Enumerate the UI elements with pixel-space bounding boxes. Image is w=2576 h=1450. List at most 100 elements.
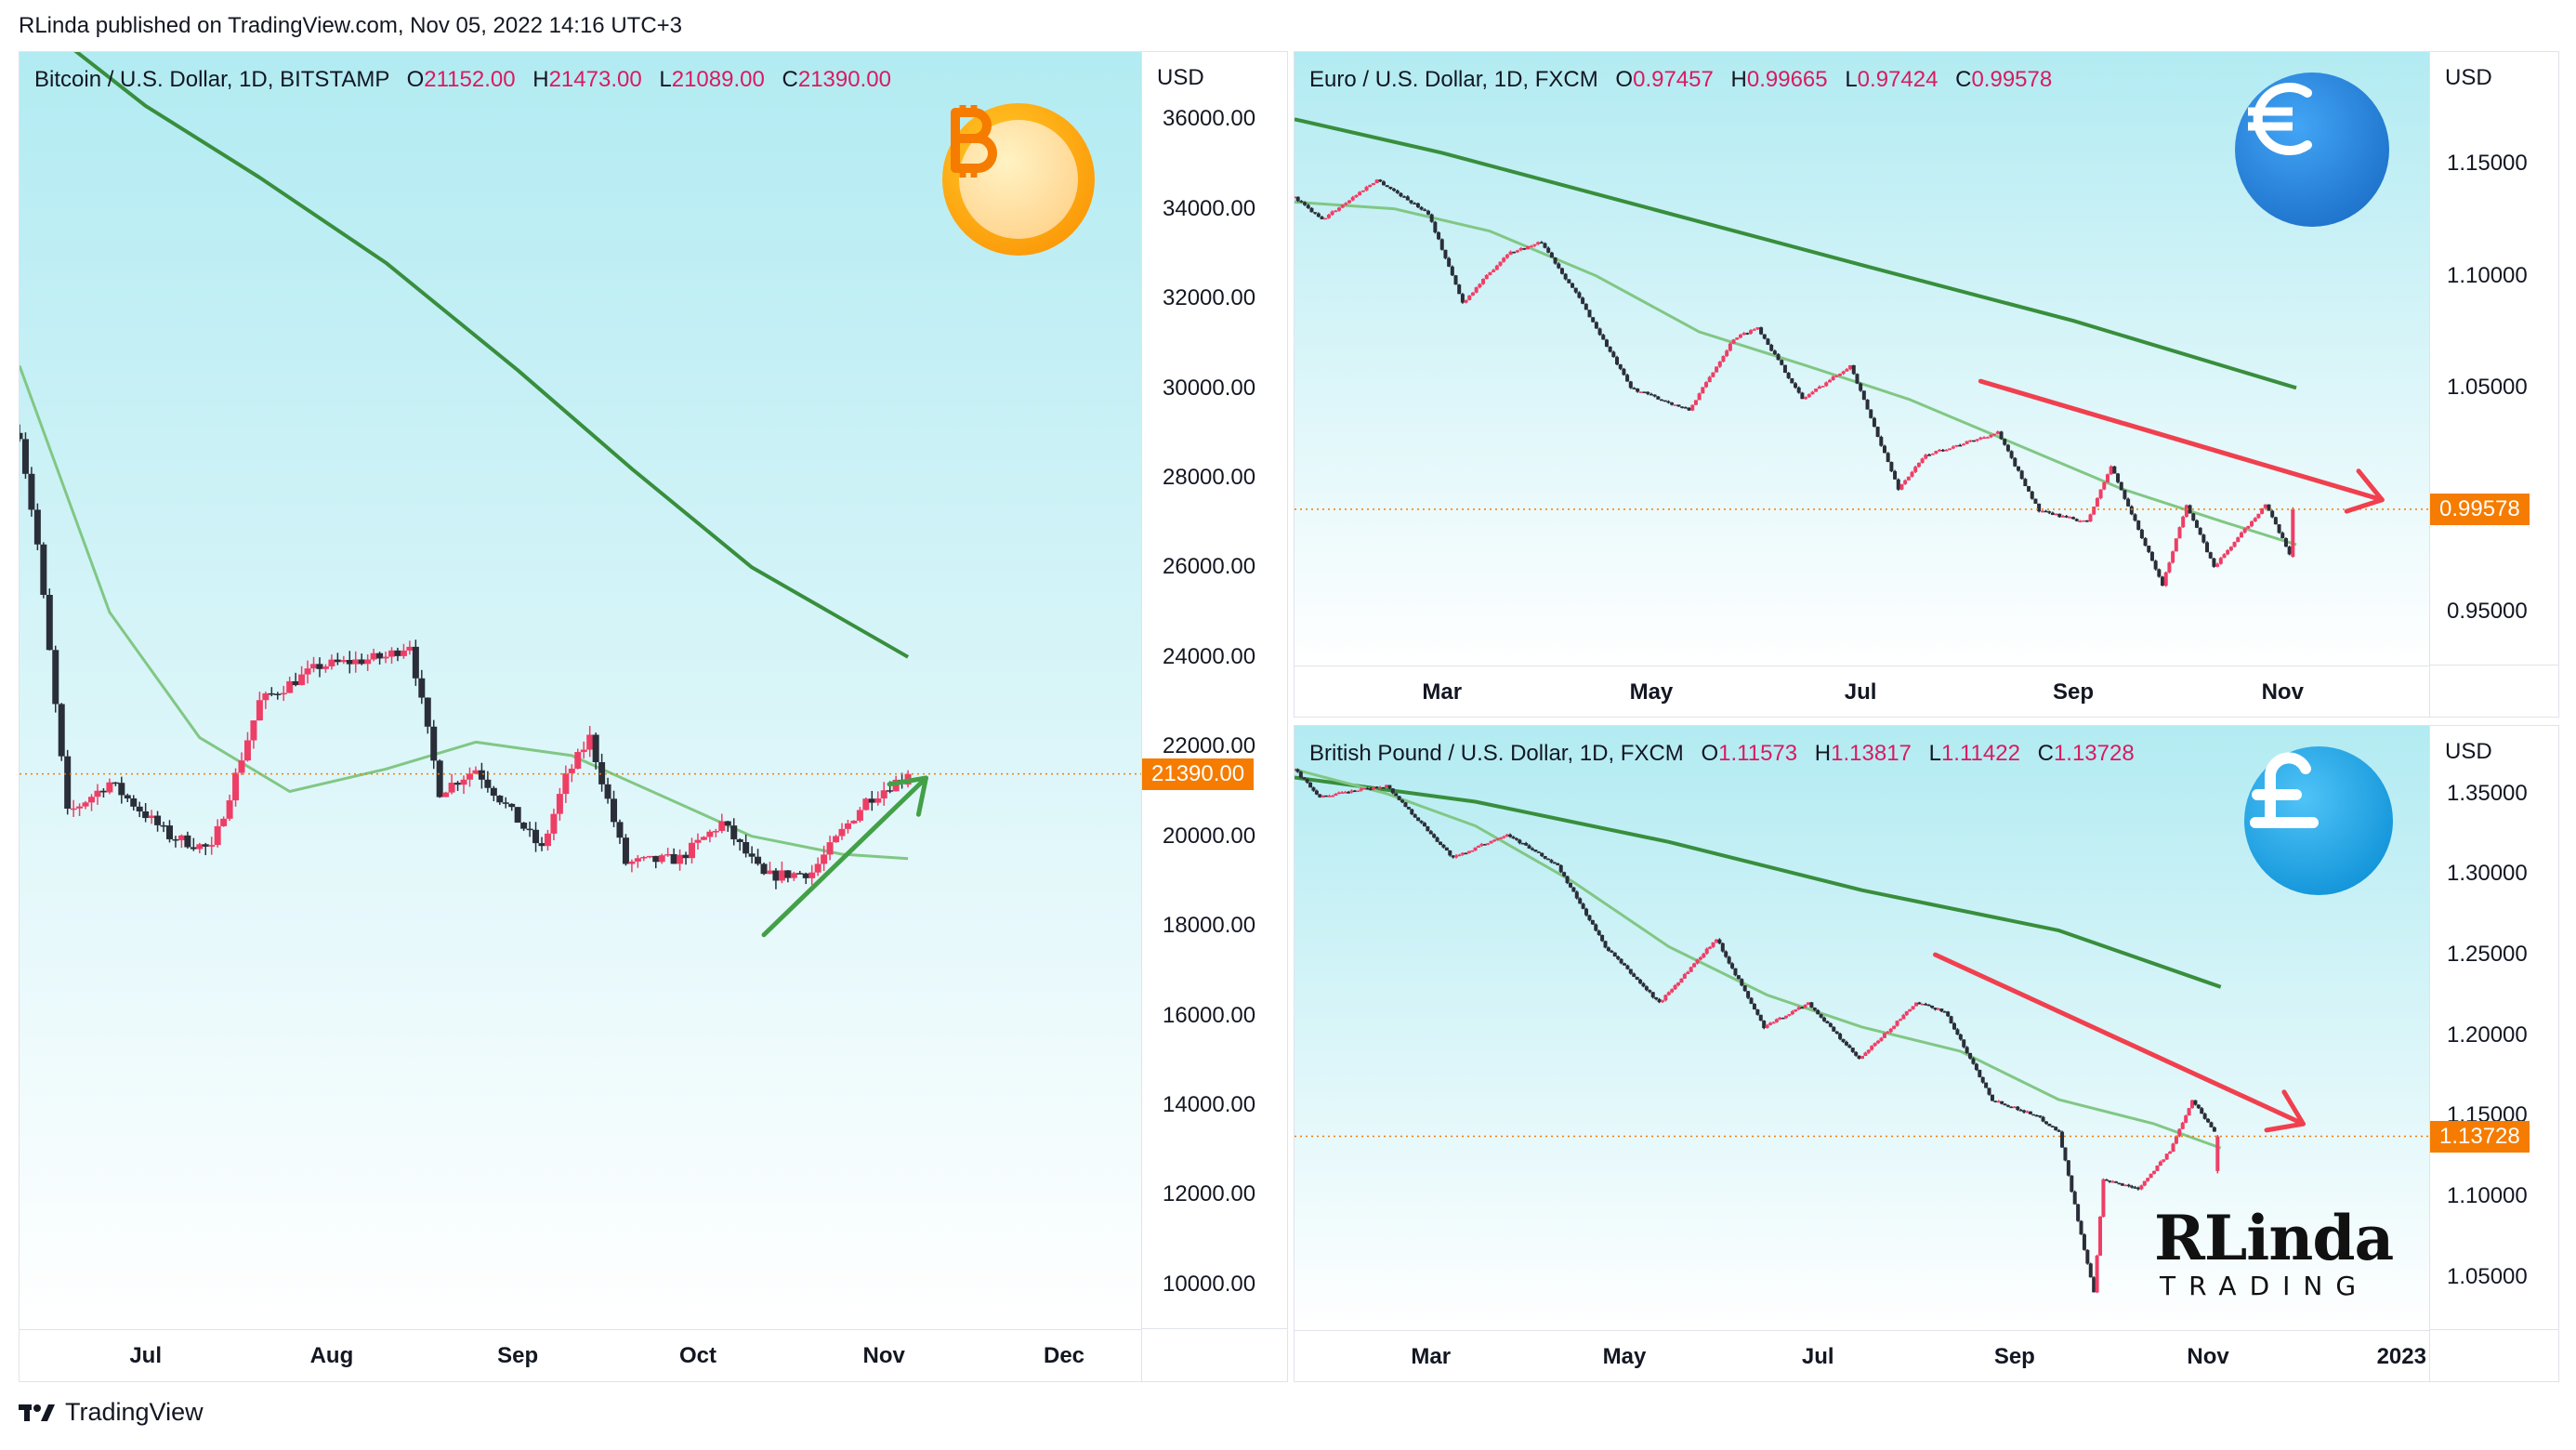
candle-body [394,650,401,656]
candle-body [1330,796,1334,798]
candle-body [382,656,389,659]
candle-body [1557,263,1561,269]
candle-body [2000,1101,2004,1104]
candle-body [2082,520,2086,522]
candle-body [1869,409,1873,418]
candle-body [2071,517,2076,520]
candle-body [1730,963,1735,969]
candle-body [1409,200,1413,204]
candle-body [1578,898,1583,904]
candle-body [1402,196,1407,198]
candle-body [1670,989,1675,993]
candle-body [1693,400,1698,405]
candle-body [124,795,131,798]
gbp-moving-average-fast-line [1295,768,2222,1150]
candle-body [1787,1013,1792,1016]
tradingview-footer[interactable]: TradingView [19,1398,204,1427]
eur-trend-arrow[interactable] [1978,378,2385,503]
candle-body [892,779,900,792]
candle-body [1358,191,1362,196]
candle-body [1632,973,1636,977]
candle-body [2191,513,2196,521]
candle-body [1971,440,1976,442]
candle-body [2174,538,2178,552]
candle-body [1879,437,1884,446]
candle-body [352,659,360,665]
candle-body [1428,831,1433,835]
candle-body [316,664,323,669]
candle-body [1906,476,1911,481]
candle-body [1899,483,1904,490]
gbp-low-label: L [1928,741,1941,766]
candle-body [1701,387,1705,394]
candle-body [1616,956,1621,959]
gbp-time-axis[interactable]: Mar May Jul Sep Nov 2023 [1295,1330,2430,1381]
candle-body [262,692,269,701]
candle-body [1526,245,1531,250]
candle-body [1768,1022,1773,1025]
btc-time-axis[interactable]: Jul Aug Sep Oct Nov Dec [20,1329,1142,1381]
candle-body [1399,192,1403,197]
candle-body [1873,1043,1877,1047]
candle-body [766,870,773,875]
candle-body [1354,195,1359,198]
candle-body [2082,1234,2086,1250]
btc-price-scale[interactable]: USD 36000.00 34000.00 32000.00 30000.00 2800… [1141,51,1288,1330]
candle-body [1574,891,1579,899]
eur-chart-panel[interactable]: Euro / U.S. Dollar, 1D, FXCM O0.97457 H0… [1294,51,2431,718]
candle-body [880,790,887,798]
btc-y-tick-label: 24000.00 [1163,643,1256,669]
eur-moving-average-slow-line [1295,117,2297,390]
candle-body [1893,470,1898,480]
candle-body [2027,485,2031,492]
candle-body [1531,848,1535,850]
candle-body [1865,400,1870,410]
candle-body [1587,310,1592,318]
candle-body [1663,995,1668,1001]
btc-plot-area[interactable]: Bitcoin / U.S. Dollar, 1D, BITSTAMP O211… [20,52,1142,1329]
btc-trend-arrow[interactable] [761,775,928,938]
candle-body [1752,1004,1756,1009]
eur-price-scale[interactable]: USD 1.15000 1.10000 1.05000 0.95000 0.99578 [2429,51,2559,666]
candle-body [2136,520,2141,530]
candle-body [1851,364,1856,375]
eur-time-axis[interactable]: Mar May Jul Sep Nov [1295,666,2430,717]
candle-body [2146,1178,2150,1181]
candle-body [1522,248,1527,250]
candle-body [1711,372,1715,377]
candle-body [1704,948,1709,954]
candle-body [1498,261,1503,266]
candle-body [322,666,329,669]
candle-body [1711,942,1715,947]
gbp-price-scale[interactable]: USD 1.35000 1.30000 1.25000 1.20000 1.15000 1… [2429,725,2559,1331]
candle-body [2092,507,2096,515]
candle-body [1378,786,1383,789]
candle-body [2163,572,2168,587]
candle-body [1451,855,1455,858]
candle-body [677,854,684,864]
candle-body [1549,252,1554,258]
gbp-x-tick-label: 2023 [2376,1344,2426,1369]
candle-body [658,855,665,863]
candle-body [736,838,743,842]
candle-body [1807,394,1811,398]
eur-plot-area[interactable]: Euro / U.S. Dollar, 1D, FXCM O0.97457 H0… [1295,52,2430,666]
candle-body [64,756,72,809]
candle-body [1488,271,1492,275]
btc-chart-panel[interactable]: Bitcoin / U.S. Dollar, 1D, BITSTAMP O211… [19,51,1143,1382]
candle-body [1758,1014,1763,1022]
candle-body [1755,1009,1760,1015]
gbp-plot-area[interactable]: British Pound / U.S. Dollar, 1D, FXCM O1… [1295,726,2430,1330]
candle-body [2168,1152,2173,1154]
candle-body [1636,389,1640,392]
btc-x-tick-label: Dec [1044,1343,1085,1368]
candle-body [1644,986,1649,991]
candle-body [436,760,443,798]
gbp-chart-panel[interactable]: British Pound / U.S. Dollar, 1D, FXCM O1… [1294,725,2431,1382]
gbp-y-tick-label: 1.35000 [2447,780,2528,806]
candle-body [796,873,804,875]
candle-body [1577,292,1582,298]
candle-body [1901,1014,1906,1020]
gbp-trend-arrow[interactable] [1933,952,2306,1127]
candle-body [418,678,426,698]
